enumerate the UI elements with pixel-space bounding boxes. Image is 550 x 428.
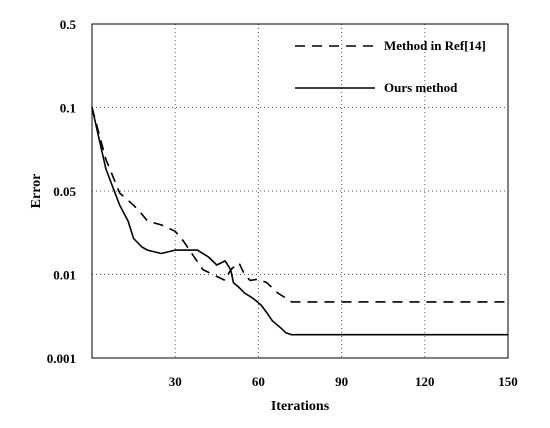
y-tick-label: 0.001 bbox=[47, 351, 76, 366]
plot-frame bbox=[91, 23, 509, 359]
x-tick-label: 150 bbox=[498, 374, 518, 389]
legend: Method in Ref[14] Ours method bbox=[295, 38, 486, 95]
y-tick-label: 0.5 bbox=[60, 17, 77, 32]
y-tick-label: 0.01 bbox=[53, 268, 76, 283]
y-tick-label: 0.1 bbox=[60, 101, 76, 116]
grid bbox=[92, 24, 508, 358]
x-tick-label: 90 bbox=[335, 374, 348, 389]
x-tick-label: 60 bbox=[252, 374, 265, 389]
series-line-ours bbox=[91, 107, 508, 336]
legend-label-ref14: Method in Ref[14] bbox=[384, 38, 486, 53]
legend-label-ours: Ours method bbox=[384, 80, 458, 95]
x-tick-label: 30 bbox=[169, 374, 182, 389]
x-axis-title: Iterations bbox=[271, 399, 330, 414]
series-line-ref14 bbox=[91, 107, 508, 303]
x-tick-label: 120 bbox=[415, 374, 435, 389]
ticks: 30 60 90 120 150 0.001 0.01 0.05 0.1 0.5 bbox=[47, 17, 518, 389]
y-axis-title: Error bbox=[29, 174, 44, 209]
series-lines bbox=[91, 107, 508, 336]
y-tick-label: 0.05 bbox=[53, 184, 76, 199]
